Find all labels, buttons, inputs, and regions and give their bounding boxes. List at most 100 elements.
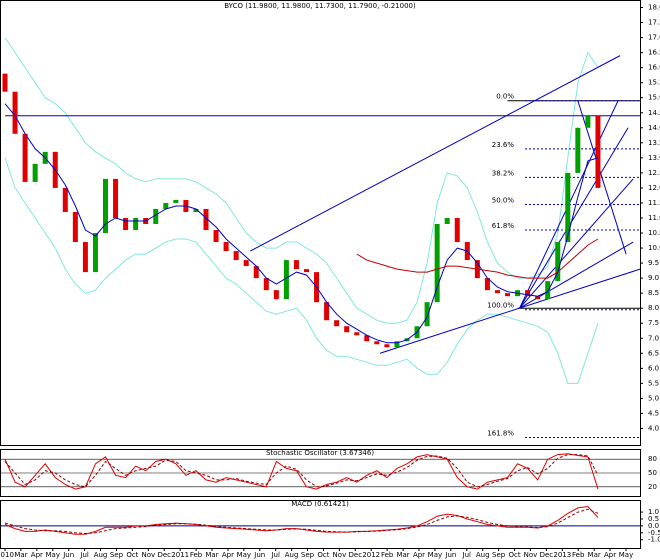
y-tick-label: 11.5 <box>648 199 660 207</box>
y-tick-label: 10.0 <box>648 244 660 252</box>
candle-body <box>153 208 159 225</box>
x-tick-label: Feb <box>572 551 585 559</box>
x-tick-label: 2010 <box>0 551 14 559</box>
x-tick-label: 2013 <box>553 551 571 559</box>
x-tick-label: Oct <box>317 551 329 559</box>
candle-body <box>22 133 28 182</box>
candle-body <box>273 290 279 300</box>
candle-body <box>92 233 98 273</box>
candle-body <box>133 217 139 231</box>
bollinger-upper <box>4 37 599 324</box>
candle-body <box>525 290 531 297</box>
x-tick-label: Nov <box>141 551 155 559</box>
moving-average <box>4 103 599 344</box>
candle-body <box>384 344 390 348</box>
candle-body <box>103 178 108 234</box>
candle-body <box>424 302 430 327</box>
x-tick-label: Nov <box>333 551 347 559</box>
macd-signal <box>4 508 599 535</box>
y-tick-label: 9.5 <box>648 259 659 267</box>
x-tick-label: Feb <box>190 551 203 559</box>
y-tick-label: 12.0 <box>648 184 660 192</box>
x-tick-label: Sep <box>492 551 506 559</box>
candle-body <box>213 230 219 243</box>
candle-body <box>32 163 38 182</box>
y-tick-label: 6.5 <box>648 349 659 357</box>
x-tick-label: Jul <box>462 551 472 559</box>
candle-body <box>203 208 209 231</box>
x-tick-label: Jun <box>62 551 74 559</box>
candle-body <box>82 242 88 273</box>
y-tick-label: 12.5 <box>648 169 660 177</box>
candle-body <box>505 293 510 297</box>
x-tick-label: May <box>428 551 442 559</box>
macd-title: MACD (0.61421) <box>291 500 349 508</box>
x-tick-label: Apr <box>413 551 425 559</box>
x-tick-label: Dec <box>540 551 554 559</box>
x-tick-label: Sep <box>301 551 315 559</box>
x-tick-label: May <box>46 551 60 559</box>
candle-body <box>454 217 460 243</box>
candle-body <box>304 269 309 273</box>
candle-body <box>555 242 561 282</box>
y-tick-label: 80 <box>648 455 657 463</box>
x-tick-label: Apr <box>31 551 43 559</box>
x-tick-label: Oct <box>508 551 520 559</box>
candle-body <box>223 242 229 252</box>
y-tick-label: -1.0 <box>648 536 660 544</box>
candle-body <box>374 341 380 345</box>
candle-body <box>494 290 500 294</box>
y-tick-label: 13.0 <box>648 154 660 162</box>
x-tick-label: Mar <box>588 551 601 559</box>
candle-body <box>163 202 169 209</box>
y-tick-label: 8.0 <box>648 304 659 312</box>
price-panel <box>0 0 641 446</box>
fib-label: 61.8% <box>492 222 515 230</box>
x-tick-label: Dec <box>157 551 171 559</box>
candle-body <box>595 115 601 188</box>
fib-label: 50.0% <box>492 196 515 204</box>
y-tick-label: 16.0 <box>648 64 660 72</box>
candle-body <box>263 278 269 291</box>
x-tick-label: Aug <box>285 551 299 559</box>
y-tick-label: 17.5 <box>648 19 660 27</box>
x-tick-label: Jul <box>79 551 89 559</box>
x-tick-label: Dec <box>349 551 363 559</box>
y-tick-label: 5.0 <box>648 394 659 402</box>
y-tick-label: 10.5 <box>648 229 660 237</box>
x-tick-label: Jul <box>270 551 280 559</box>
candle-body <box>233 251 239 261</box>
candle-body <box>565 172 571 243</box>
trendline <box>379 268 641 354</box>
stochastic-k <box>4 453 599 490</box>
x-tick-label: Jun <box>253 551 265 559</box>
candle-body <box>575 127 581 173</box>
y-tick-label: 17.0 <box>648 34 660 42</box>
x-tick-label: Oct <box>126 551 138 559</box>
y-tick-label: 0.0 <box>648 522 659 530</box>
y-tick-label: 9.0 <box>648 274 659 282</box>
candle-body <box>62 187 68 212</box>
candle-body <box>193 208 199 212</box>
candle-body <box>344 326 350 333</box>
x-tick-label: Aug <box>94 551 108 559</box>
y-tick-label: 13.5 <box>648 139 660 147</box>
y-tick-label: 20 <box>648 483 657 491</box>
candle-body <box>72 211 78 243</box>
trendline <box>249 55 621 252</box>
x-tick-label: 2012 <box>362 551 380 559</box>
candle-body <box>12 91 18 134</box>
y-tick-label: 6.0 <box>648 364 659 372</box>
x-tick-label: Sep <box>110 551 124 559</box>
candle-body <box>545 281 551 300</box>
y-tick-label: 8.5 <box>648 289 659 297</box>
candle-body <box>173 199 179 203</box>
candle-body <box>113 178 119 218</box>
x-tick-label: Mar <box>396 551 409 559</box>
y-tick-label: 18.0 <box>648 4 660 12</box>
x-tick-label: Feb <box>381 551 394 559</box>
fib-label: 161.8% <box>487 429 514 437</box>
candle-body <box>293 260 299 270</box>
